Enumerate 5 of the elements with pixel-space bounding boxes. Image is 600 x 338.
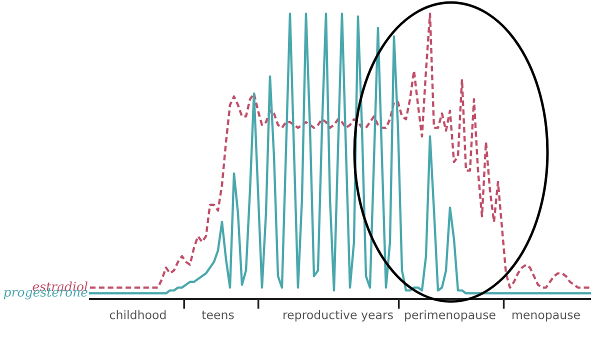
x-tick-label: perimenopause [405,310,496,322]
x-tick-label: reproductive years [284,310,393,322]
x-tick-label: menopause [512,312,580,322]
x-tick-label: teens [202,310,234,320]
x-tick-label: childhood [110,310,166,320]
